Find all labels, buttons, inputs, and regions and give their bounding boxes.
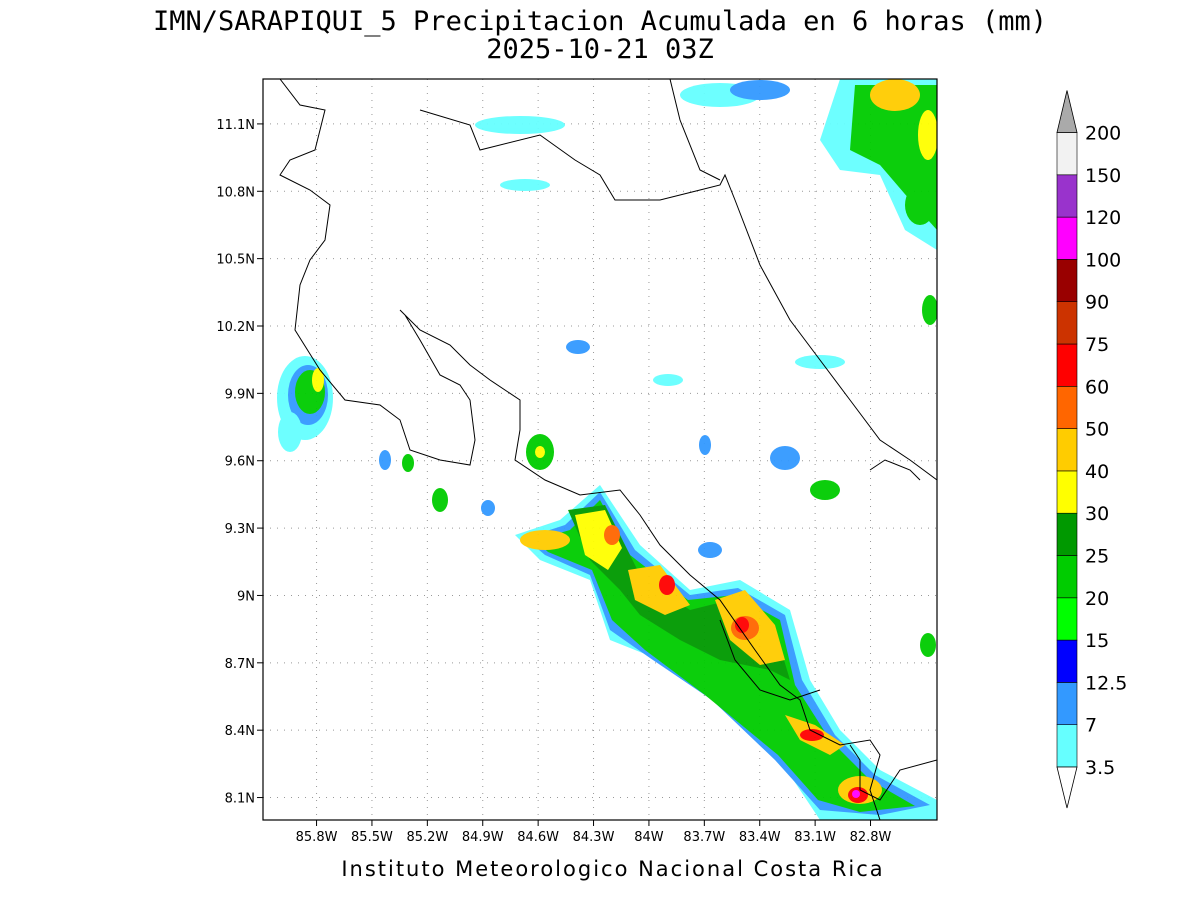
colorbar-label: 75 (1085, 334, 1109, 356)
y-tick-label: 9.6N (225, 455, 255, 470)
colorbar-label: 60 (1085, 376, 1109, 398)
x-tick-label: 83.1W (794, 830, 836, 845)
y-tick-label: 9.3N (225, 522, 255, 537)
precipitation-field (277, 79, 937, 820)
x-tick-label: 83.4W (739, 830, 781, 845)
colorbar-segment (1056, 301, 1078, 345)
x-tick-label: 85.8W (296, 830, 338, 845)
coastline (279, 79, 937, 820)
colorbar-label: 50 (1085, 419, 1109, 441)
x-tick-label: 85.2W (406, 830, 448, 845)
colorbar-label: 100 (1085, 249, 1121, 271)
colorbar-label: 25 (1085, 546, 1109, 568)
x-tick-label: 84.9W (462, 830, 504, 845)
colorbar-segment (1056, 555, 1078, 599)
x-tick-label: 84.3W (573, 830, 615, 845)
colorbar-segment (1056, 343, 1078, 387)
x-tick-label: 83.7W (683, 830, 725, 845)
colorbar-segment (1056, 470, 1078, 514)
colorbar-segment (1056, 428, 1078, 472)
title: IMN/SARAPIQUI_5 Precipitacion Acumulada … (153, 6, 1047, 37)
colorbar: 3.5 7 12.5 15 20 25 30 40 50 60 75 90 100 120 150 200 (1056, 90, 1127, 809)
colorbar-label: 40 (1085, 461, 1109, 483)
map-frame (262, 78, 938, 821)
y-tick-label: 8.4N (225, 724, 255, 739)
colorbar-segment (1056, 597, 1078, 641)
colorbar-label: 150 (1085, 165, 1121, 187)
y-tick-label: 9.9N (225, 387, 255, 402)
y-tick-label: 9N (237, 589, 255, 604)
colorbar-label: 200 (1085, 123, 1121, 145)
colorbar-segment (1056, 724, 1078, 768)
y-tick-label: 11.1N (216, 118, 255, 133)
colorbar-segment (1056, 682, 1078, 726)
colorbar-segment (1056, 639, 1078, 683)
x-tick-label: 84W (634, 830, 664, 845)
colorbar-segment (1056, 512, 1078, 556)
colorbar-segment (1056, 216, 1078, 260)
colorbar-label: 120 (1085, 207, 1121, 229)
colorbar-segment (1056, 174, 1078, 218)
colorbar-segment (1056, 132, 1078, 176)
y-tick-label: 8.1N (225, 792, 255, 807)
colorbar-over (1056, 90, 1078, 133)
y-tick-label: 10.2N (216, 320, 255, 335)
colorbar-label: 30 (1085, 503, 1109, 525)
colorbar-label: 15 (1085, 630, 1109, 652)
y-tick-label: 8.7N (225, 657, 255, 672)
colorbar-label: 3.5 (1085, 757, 1115, 779)
x-tick-label: 82.8W (850, 830, 892, 845)
x-tick-label: 84.6W (517, 830, 559, 845)
subtitle: 2025-10-21 03Z (486, 34, 714, 65)
grid (263, 79, 937, 820)
axes: 85.8W 85.5W 85.2W 84.9W 84.6W 84.3W 84W 83.7W 83… (216, 118, 891, 845)
colorbar-label: 7 (1085, 715, 1097, 737)
colorbar-segment (1056, 259, 1078, 302)
footer: Instituto Meteorologico Nacional Costa R… (341, 857, 884, 881)
colorbar-label: 90 (1085, 292, 1109, 314)
x-tick-label: 85.5W (351, 830, 393, 845)
y-tick-label: 10.5N (216, 253, 255, 268)
y-tick-label: 10.8N (216, 185, 255, 200)
colorbar-label: 20 (1085, 588, 1109, 610)
colorbar-label: 12.5 (1085, 672, 1127, 694)
colorbar-segment (1056, 385, 1078, 429)
colorbar-under (1056, 766, 1078, 809)
